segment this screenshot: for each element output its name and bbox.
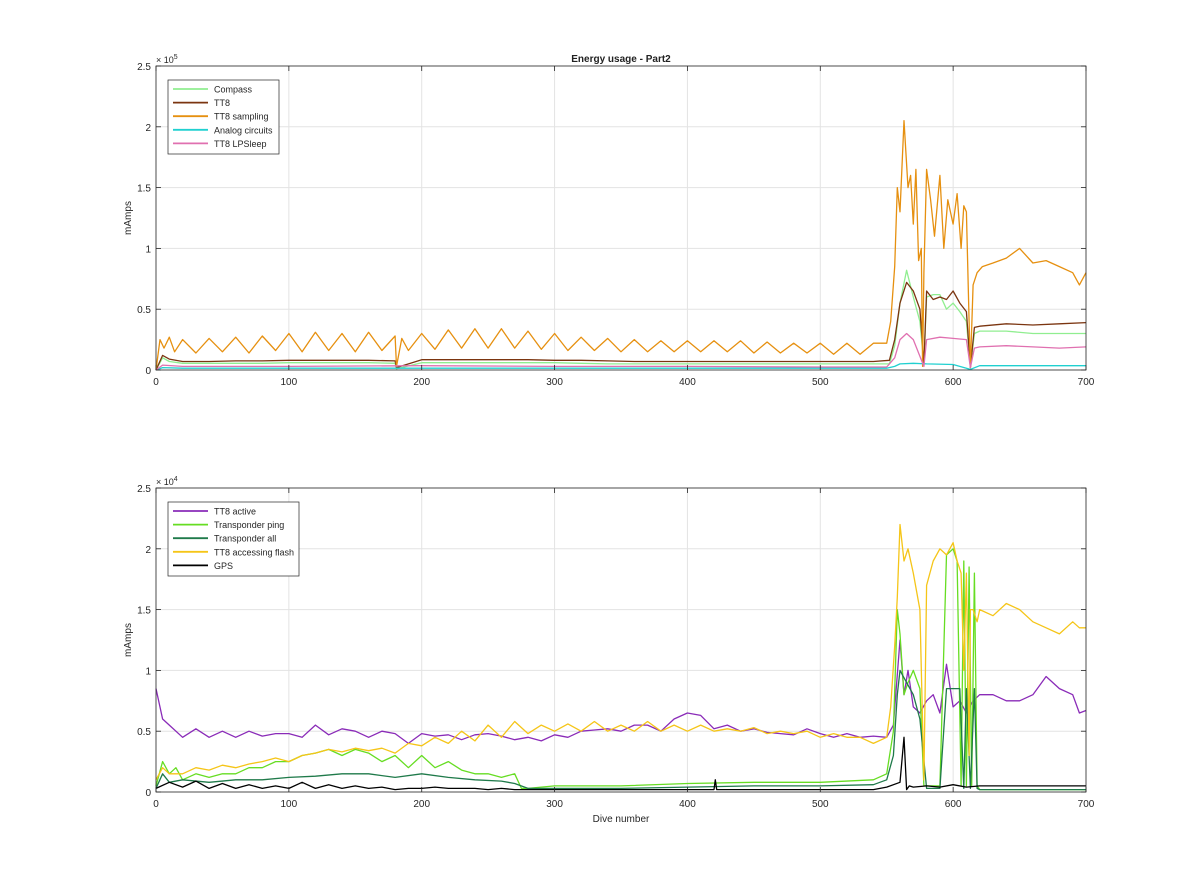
y-tick-label: 0 xyxy=(145,788,151,799)
y-tick-label: 1.5 xyxy=(137,184,151,195)
series-line-tt8-sampling xyxy=(155,120,1087,371)
energy-usage-chart-bottom: 0 100 200 300 400 500 600 700 0 0.5 1 1.5 2 2.5 × 104 m… xyxy=(123,476,1095,825)
y-tick-label: 1 xyxy=(145,244,151,255)
x-tick-label: 200 xyxy=(413,377,430,388)
y-tick-label: 1 xyxy=(145,666,151,677)
legend-label: TT8 accessing flash xyxy=(214,547,294,557)
x-tick-label: 400 xyxy=(679,377,696,388)
plot-area xyxy=(156,488,1086,792)
y-tick-label: 1.5 xyxy=(137,606,151,617)
x-tick-label: 500 xyxy=(812,377,829,388)
x-tick-label: 200 xyxy=(413,799,430,810)
x-axis-label: Dive number xyxy=(593,814,650,825)
x-tick-label: 500 xyxy=(812,799,829,810)
y-exponent-label: × 104 xyxy=(156,476,178,487)
legend-label: TT8 LPSleep xyxy=(214,139,267,149)
axes-box xyxy=(155,65,1087,371)
x-tick-label: 600 xyxy=(945,799,962,810)
y-tick-label: 0.5 xyxy=(137,305,151,316)
legend-label: Analog circuits xyxy=(214,125,273,135)
y-tick-label: 2 xyxy=(145,123,151,134)
x-tick-label: 700 xyxy=(1078,799,1095,810)
x-tick-label: 300 xyxy=(546,377,563,388)
y-tick-label: 2 xyxy=(145,545,151,556)
series-line-gps xyxy=(155,736,1086,791)
x-tick-label: 700 xyxy=(1078,377,1095,388)
legend-label: Compass xyxy=(214,85,253,95)
y-axis-label: mAmps xyxy=(123,201,134,235)
legend-label: Transponder all xyxy=(214,534,276,544)
plot-area xyxy=(156,66,1086,370)
x-tick-label: 100 xyxy=(281,377,298,388)
x-tick-label: 0 xyxy=(153,799,159,810)
series-line-analog-circuits xyxy=(155,362,1086,371)
series-line-tt8 xyxy=(155,281,1087,371)
x-tick-label: 0 xyxy=(153,377,159,388)
axes-box xyxy=(155,487,1087,793)
y-axis-label: mAmps xyxy=(123,623,134,657)
series-line-tt8-accessing-flash xyxy=(155,523,1086,781)
legend-label: TT8 sampling xyxy=(214,112,269,122)
series-line-transponder-ping xyxy=(155,548,1086,791)
y-tick-label: 0.5 xyxy=(137,727,151,738)
x-tick-label: 100 xyxy=(281,799,298,810)
y-tick-label: 0 xyxy=(145,366,151,377)
y-exponent-label: × 105 xyxy=(156,54,178,65)
series-line-compass xyxy=(155,269,1086,371)
legend-label: Transponder ping xyxy=(214,520,284,530)
figure-title: Energy usage - Part2 xyxy=(571,54,671,65)
x-tick-label: 600 xyxy=(945,377,962,388)
y-tick-label: 2.5 xyxy=(137,62,151,73)
y-tick-label: 2.5 xyxy=(137,484,151,495)
legend-label: TT8 xyxy=(214,98,230,108)
energy-usage-chart-top: 0 100 200 300 400 500 600 700 0 0.5 1 1.5 2 2.5 × 105 m… xyxy=(123,54,1095,388)
x-tick-label: 400 xyxy=(679,799,696,810)
x-tick-label: 300 xyxy=(546,799,563,810)
legend-label: TT8 active xyxy=(214,507,256,517)
legend-label: GPS xyxy=(214,561,233,571)
series-line-tt8-active xyxy=(155,639,1087,745)
